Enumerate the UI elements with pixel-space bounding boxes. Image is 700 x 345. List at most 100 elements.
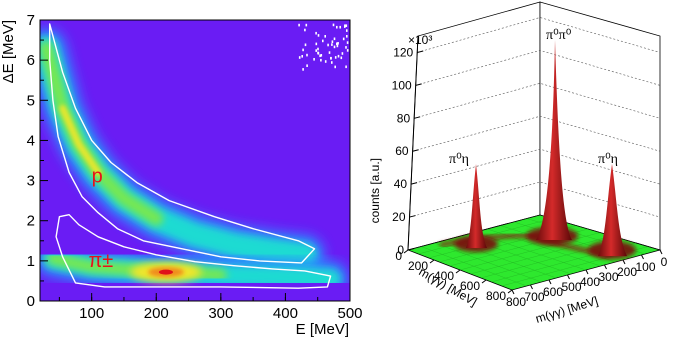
surface-wall-gridline: [415, 50, 661, 86]
surface-peak-label-center: π⁰π⁰: [546, 28, 572, 43]
heatmap-noise-bin: [336, 42, 338, 46]
surface-right-tick-mark: [548, 279, 552, 285]
surface-left-tick-label: 800: [486, 289, 506, 303]
heatmap-noise-bin: [336, 25, 338, 29]
surface-left-tick-label: 0: [395, 249, 402, 263]
heatmap-contour-0: [49, 23, 316, 264]
heatmap-noise-bin: [346, 29, 348, 32]
heatmap-noise-bin: [345, 65, 347, 69]
surface-z-tick-label: 60: [395, 144, 409, 158]
heatmap-noise-bin: [315, 49, 317, 52]
heatmap-x-ticks: 100 200 300 400 500: [58, 293, 363, 322]
heatmap-noise-bin: [328, 51, 331, 54]
surface-right-tick-label: 100: [635, 260, 655, 274]
heatmap-x-tick-label: 400: [273, 305, 298, 322]
surface-left-tick-mark: [455, 269, 461, 274]
heatmap-noise-bin: [340, 56, 343, 60]
surface-wall-gridline: [410, 148, 661, 185]
surface-right-tick-mark: [530, 284, 533, 290]
heatmap-y-tick-label: 5: [27, 92, 35, 109]
surface-floor-mesh-line: [470, 235, 613, 275]
heatmap-density: [40, 28, 349, 297]
heatmap-noise-bin: [304, 28, 306, 32]
heatmap-noise-bin: [324, 35, 326, 38]
heatmap-region-label: p: [92, 166, 103, 188]
surface-z-tick-mark: [410, 182, 418, 185]
surface-left-axis-ticks: 0 200 400 600 800: [395, 249, 513, 303]
heatmap-y-tick-label: 7: [27, 12, 35, 29]
surface-wall-gridline: [414, 82, 661, 119]
heatmap-noise-bin: [334, 56, 337, 59]
surface-z-tick-label: 20: [392, 210, 406, 224]
heatmap-noise: [298, 23, 350, 71]
surface-right-tick-label: 0: [661, 255, 668, 269]
heatmap-noise-bin: [333, 45, 336, 49]
heatmap-noise-bin: [346, 35, 348, 38]
heatmap-noise-bin: [320, 58, 322, 62]
heatmap-noise-bin: [302, 68, 304, 71]
heatmap-noise-bin: [333, 37, 336, 41]
surface-z-tick-label: 0: [397, 243, 404, 257]
heatmap-noise-bin: [306, 64, 308, 67]
heatmap-x-tick-label: 300: [208, 305, 233, 322]
heatmap-noise-bin: [331, 61, 333, 64]
surface-right-tick-label: 300: [598, 270, 618, 284]
heatmap-noise-bin: [331, 40, 334, 43]
heatmap-noise-bin: [305, 23, 308, 27]
heatmap-region-label: π±: [88, 250, 113, 272]
surface-right-tick-mark: [622, 259, 626, 265]
surface-panel: π⁰η π⁰π⁰ π⁰η 0 20 40 60 80 100 120 ×10³ counts…: [368, 1, 668, 326]
heatmap-noise-bin: [324, 60, 327, 63]
heatmap-noise-bin: [331, 43, 333, 46]
heatmap-y-tick-label: 4: [27, 132, 35, 149]
surface-wall-grid: [409, 17, 661, 218]
surface-z-axis: [407, 35, 419, 251]
heatmap-noise-bin: [345, 46, 347, 49]
heatmap-noise-bin: [315, 42, 318, 46]
heatmap-noise-bin: [346, 41, 349, 44]
surface-right-tick-label: 800: [506, 295, 526, 309]
surface-z-tick-mark: [412, 149, 419, 152]
surface-left-tick-mark: [507, 289, 513, 294]
heatmap-noise-bin: [332, 23, 335, 27]
heatmap-x-tick-label: 100: [79, 305, 104, 322]
surface-z-tick-label: 40: [394, 177, 408, 191]
heatmap-noise-bin: [317, 34, 320, 37]
surface-right-tick-label: 600: [543, 285, 563, 299]
heatmap-noise-bin: [345, 24, 348, 27]
surface-peak-right: [588, 164, 636, 259]
heatmap-y-tick-label: 6: [27, 52, 35, 69]
heatmap-noise-bin: [320, 54, 323, 57]
heatmap-noise-bin: [339, 25, 341, 29]
heatmap-noise-bin: [317, 51, 319, 55]
heatmap-noise-bin: [337, 54, 340, 58]
heatmap-panel: 100 200 300 400 500 0 1 2 3 4 5 6 7 E [MeV] ΔE [MeV…: [0, 12, 363, 338]
surface-z-tick-label: 80: [397, 111, 411, 125]
heatmap-y-tick-label: 3: [27, 173, 35, 190]
heatmap-noise-bin: [327, 43, 329, 47]
heatmap-noise-bin: [304, 43, 307, 47]
heatmap-noise-bin: [302, 48, 304, 52]
heatmap-noise-bin: [298, 56, 301, 59]
surface-left-tick-mark: [403, 249, 409, 254]
surface-wall-gridline: [409, 181, 661, 218]
heatmap-noise-bin: [344, 24, 346, 27]
surface-z-tick-mark: [409, 215, 416, 218]
heatmap-noise-bin: [337, 42, 339, 45]
surface-z-tick-label: 100: [392, 78, 412, 92]
heatmap-noise-bin: [306, 53, 308, 57]
surface-z-axis-label: counts [a.u.]: [368, 158, 382, 223]
surface-peak-label-right: π⁰η: [598, 152, 618, 167]
heatmap-y-ticks: 0 1 2 3 4 5 6 7: [27, 12, 48, 310]
surface-z-ticks: 0 20 40 60 80 100 120: [392, 45, 424, 257]
surface-z-tick-label: 120: [393, 45, 413, 59]
heatmap-region-labels: p π±: [88, 166, 113, 272]
surface-wall-gridline: [412, 115, 661, 152]
heatmap-y-tick-label: 0: [27, 293, 35, 310]
heatmap-y-tick-label: 2: [27, 213, 35, 230]
surface-peak-left: [454, 164, 498, 252]
heatmap-noise-bin: [341, 52, 344, 55]
surface-right-tick-label: 400: [580, 275, 600, 289]
heatmap-noise-bin: [315, 31, 317, 35]
